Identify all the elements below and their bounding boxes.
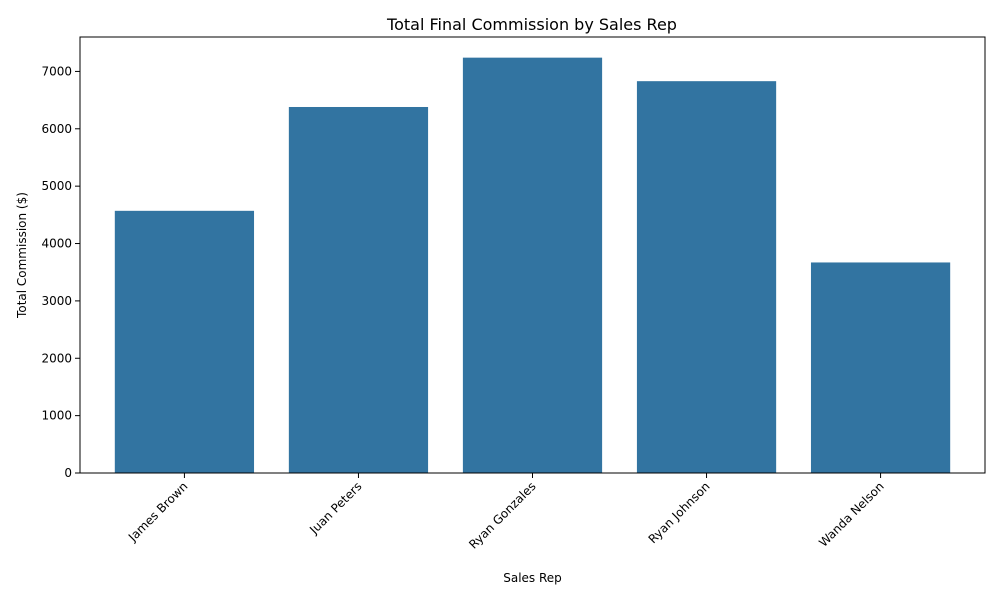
plot-frame — [79, 36, 986, 474]
x-axis-label: Sales Rep — [503, 571, 562, 585]
y-tick-label: 7000 — [41, 64, 72, 78]
bars-group — [114, 57, 951, 474]
y-tick-label: 0 — [64, 466, 72, 480]
x-axis-ticks: James Brown Juan Peters Ryan Gonzales Ryan … — [125, 473, 887, 552]
y-axis-ticks: 0 1000 2000 3000 4000 5000 6000 7000 — [41, 64, 80, 480]
y-tick-label: 5000 — [41, 179, 72, 193]
x-tick-label: Ryan Johnson — [646, 479, 713, 546]
bar-wanda-nelson — [810, 262, 951, 473]
y-tick-label: 2000 — [41, 351, 72, 365]
y-tick-label: 6000 — [41, 122, 72, 136]
y-tick-label: 1000 — [41, 409, 72, 423]
y-axis-label: Total Commission ($) — [15, 192, 29, 319]
bar-juan-peters — [288, 106, 429, 473]
chart-title: Total Final Commission by Sales Rep — [386, 15, 677, 34]
x-tick-label: Ryan Gonzales — [466, 479, 538, 551]
bar-ryan-gonzales — [462, 57, 603, 474]
x-tick-label: Wanda Nelson — [816, 479, 887, 550]
bar-james-brown — [114, 210, 255, 474]
x-tick-label: James Brown — [125, 479, 191, 545]
bar-ryan-johnson — [636, 81, 777, 474]
y-tick-label: 3000 — [41, 294, 72, 308]
y-tick-label: 4000 — [41, 237, 72, 251]
x-tick-label: Juan Peters — [306, 479, 364, 537]
